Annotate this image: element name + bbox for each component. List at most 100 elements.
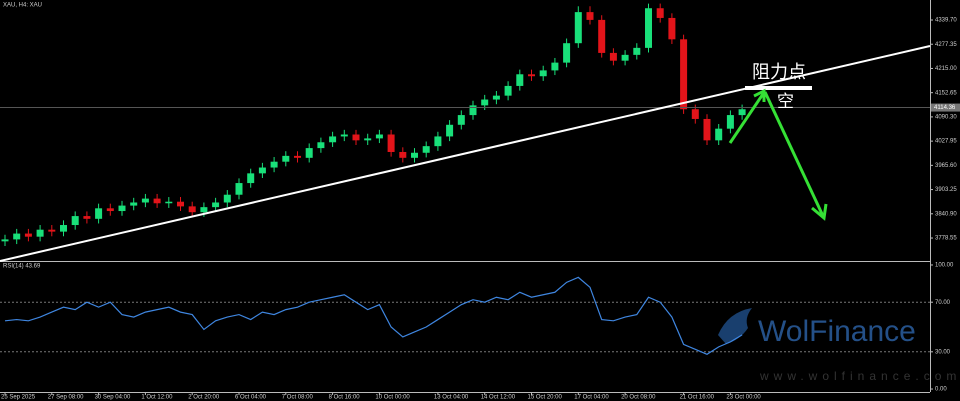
x-tick-label: 2 Oct 20:00 xyxy=(188,395,220,401)
watermark-logo xyxy=(718,308,752,344)
candle-body xyxy=(60,225,67,232)
y-tick-label: 3903.25 xyxy=(935,187,957,193)
candle-body xyxy=(177,201,184,207)
chart-title: XAU, H4: XAU xyxy=(3,3,42,9)
watermark-brand: WolFinance xyxy=(758,315,916,348)
candle-body xyxy=(13,233,21,240)
candle-body xyxy=(586,12,594,20)
candle-body xyxy=(726,115,734,129)
candle-body xyxy=(1,239,9,242)
candle-body xyxy=(516,74,524,86)
candle-body xyxy=(71,216,79,226)
rsi-line xyxy=(4,276,743,355)
y-tick-label: 4152.65 xyxy=(935,90,957,96)
x-tick-label: 17 Oct 04:00 xyxy=(574,395,609,401)
candle-body xyxy=(294,155,301,158)
arrow-up-head xyxy=(753,88,766,102)
candle-body xyxy=(457,115,465,125)
candle-body xyxy=(446,124,454,137)
candle-body xyxy=(528,74,535,77)
candle-body xyxy=(609,52,617,61)
candle-body xyxy=(118,205,126,212)
candle-body xyxy=(83,216,91,219)
watermark-url: www.wolfinance.com xyxy=(759,369,960,383)
candle-body xyxy=(270,161,278,168)
y-tick-label: 0.00 xyxy=(935,387,947,393)
candle-body xyxy=(106,208,114,212)
current-price-box xyxy=(931,103,960,112)
candle-body xyxy=(668,17,676,40)
candle-body xyxy=(574,12,582,44)
watermark: WolFinance www.wolfinance.com xyxy=(718,308,960,383)
candle-body xyxy=(469,105,477,116)
candle-body xyxy=(411,152,418,158)
plot-background xyxy=(0,0,930,392)
x-tick-label: 20 Oct 08:00 xyxy=(621,395,656,401)
candle-body xyxy=(223,194,231,203)
current-price-label: 4114.36 xyxy=(934,105,956,111)
x-tick-label: 6 Oct 04:00 xyxy=(235,395,267,401)
x-tick-label: 13 Oct 04:00 xyxy=(434,395,469,401)
candle-body xyxy=(340,134,348,137)
candle-body xyxy=(48,229,56,232)
candle-body xyxy=(282,155,290,162)
candle-body xyxy=(200,207,208,213)
x-tick-label: 25 Sep 2025 xyxy=(1,395,36,401)
resistance-label: 阻力点 xyxy=(752,62,806,83)
x-tick-label: 27 Sep 08:00 xyxy=(48,395,84,401)
candle-body xyxy=(235,183,243,195)
arrow-up xyxy=(728,93,765,144)
x-tick-label: 10 Oct 00:00 xyxy=(375,395,410,401)
candle-body xyxy=(352,134,360,141)
candle-body xyxy=(141,198,149,203)
candle-body xyxy=(165,201,173,204)
x-tick-label: 15 Oct 20:00 xyxy=(528,395,563,401)
x-tick-label: 7 Oct 08:00 xyxy=(282,395,314,401)
arrow-down-head xyxy=(811,203,828,221)
candle-body xyxy=(95,208,103,219)
x-tick-label: 21 Oct 16:00 xyxy=(680,395,715,401)
candle-body xyxy=(504,85,512,96)
candle-body xyxy=(258,167,266,174)
candle-body xyxy=(387,134,395,152)
rsi-title: RSI(14) 43.69 xyxy=(3,264,41,270)
candle-body xyxy=(703,118,711,141)
y-tick-label: 70.00 xyxy=(935,300,951,306)
candle-body xyxy=(153,198,161,204)
candle-body xyxy=(715,128,723,141)
candle-body xyxy=(188,206,196,213)
y-tick-label: 100.00 xyxy=(935,263,954,269)
x-tick-label: 8 Oct 16:00 xyxy=(329,395,361,401)
y-tick-label: 4090.30 xyxy=(935,114,957,120)
candle-body xyxy=(539,70,547,77)
candle-body xyxy=(680,39,688,110)
candle-body xyxy=(598,19,606,53)
candle-body xyxy=(375,134,383,139)
x-tick-label: 30 Sep 04:00 xyxy=(95,395,131,401)
candle-body xyxy=(738,109,746,116)
arrow-path xyxy=(728,88,828,221)
candle-body xyxy=(481,99,489,106)
y-tick-label: 3778.55 xyxy=(935,236,957,242)
candle-body xyxy=(563,43,571,63)
candle-body xyxy=(422,146,430,153)
candle-body xyxy=(317,142,325,149)
y-tick-label: 4277.35 xyxy=(935,42,957,48)
candle-body xyxy=(434,136,442,147)
trend-line xyxy=(0,45,931,262)
y-tick-label: 4339.70 xyxy=(935,18,957,24)
short-label: 空 xyxy=(777,92,794,112)
candle-body xyxy=(633,47,641,55)
x-tick-label: 23 Oct 00:00 xyxy=(726,395,761,401)
candle-body xyxy=(399,151,407,158)
arrow-down xyxy=(763,91,825,217)
y-tick-label: 4215.00 xyxy=(935,66,957,72)
y-tick-label: 30.00 xyxy=(935,349,951,355)
candle-body xyxy=(130,202,138,206)
candle-body xyxy=(329,136,337,143)
x-tick-label: 1 Oct 12:00 xyxy=(141,395,173,401)
candle-body xyxy=(24,233,32,237)
x-tick-label: 14 Oct 12:00 xyxy=(481,395,516,401)
candle-body xyxy=(656,8,664,18)
